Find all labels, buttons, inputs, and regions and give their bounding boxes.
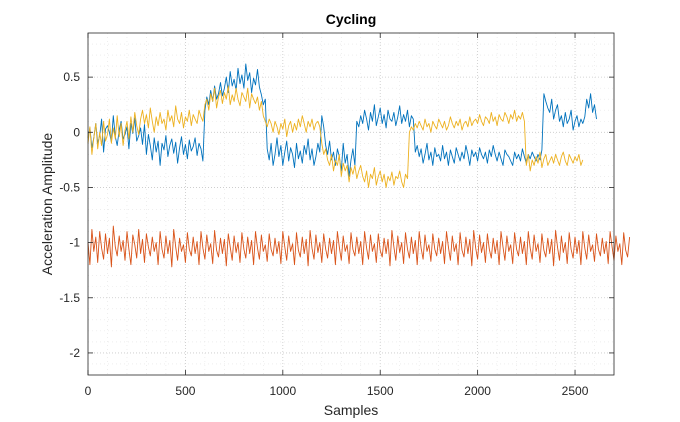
y-tick-label: -0.5 <box>59 180 80 194</box>
x-tick-label: 0 <box>85 384 92 398</box>
y-axis-label: Acceleration Amplitude <box>39 133 55 276</box>
x-axis-label: Samples <box>324 402 378 418</box>
series-line-2 <box>87 225 631 268</box>
x-tick-label: 1500 <box>367 384 394 398</box>
y-tick-label: 0.5 <box>63 70 80 84</box>
x-tick-label: 2000 <box>464 384 491 398</box>
chart-title: Cycling <box>326 11 377 27</box>
plot-area <box>88 33 614 375</box>
ticks: 0 500 1000 1500 2000 2500 0.5 0 -0.5 -1 -1.5 -2 <box>59 33 614 398</box>
series-line-3 <box>87 85 584 188</box>
x-tick-label: 2500 <box>562 384 589 398</box>
y-tick-label: 0 <box>73 125 80 139</box>
y-tick-label: -2 <box>69 346 80 360</box>
y-tick-label: -1 <box>69 236 80 250</box>
grid <box>88 33 614 375</box>
x-tick-label: 500 <box>175 384 195 398</box>
series-group <box>87 63 631 268</box>
y-tick-label: -1.5 <box>59 291 80 305</box>
series-line-1 <box>87 63 597 177</box>
x-tick-label: 1000 <box>269 384 296 398</box>
plot-frame <box>87 32 615 376</box>
